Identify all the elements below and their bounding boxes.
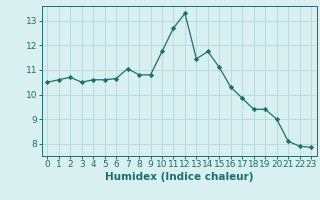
X-axis label: Humidex (Indice chaleur): Humidex (Indice chaleur) xyxy=(105,172,253,182)
